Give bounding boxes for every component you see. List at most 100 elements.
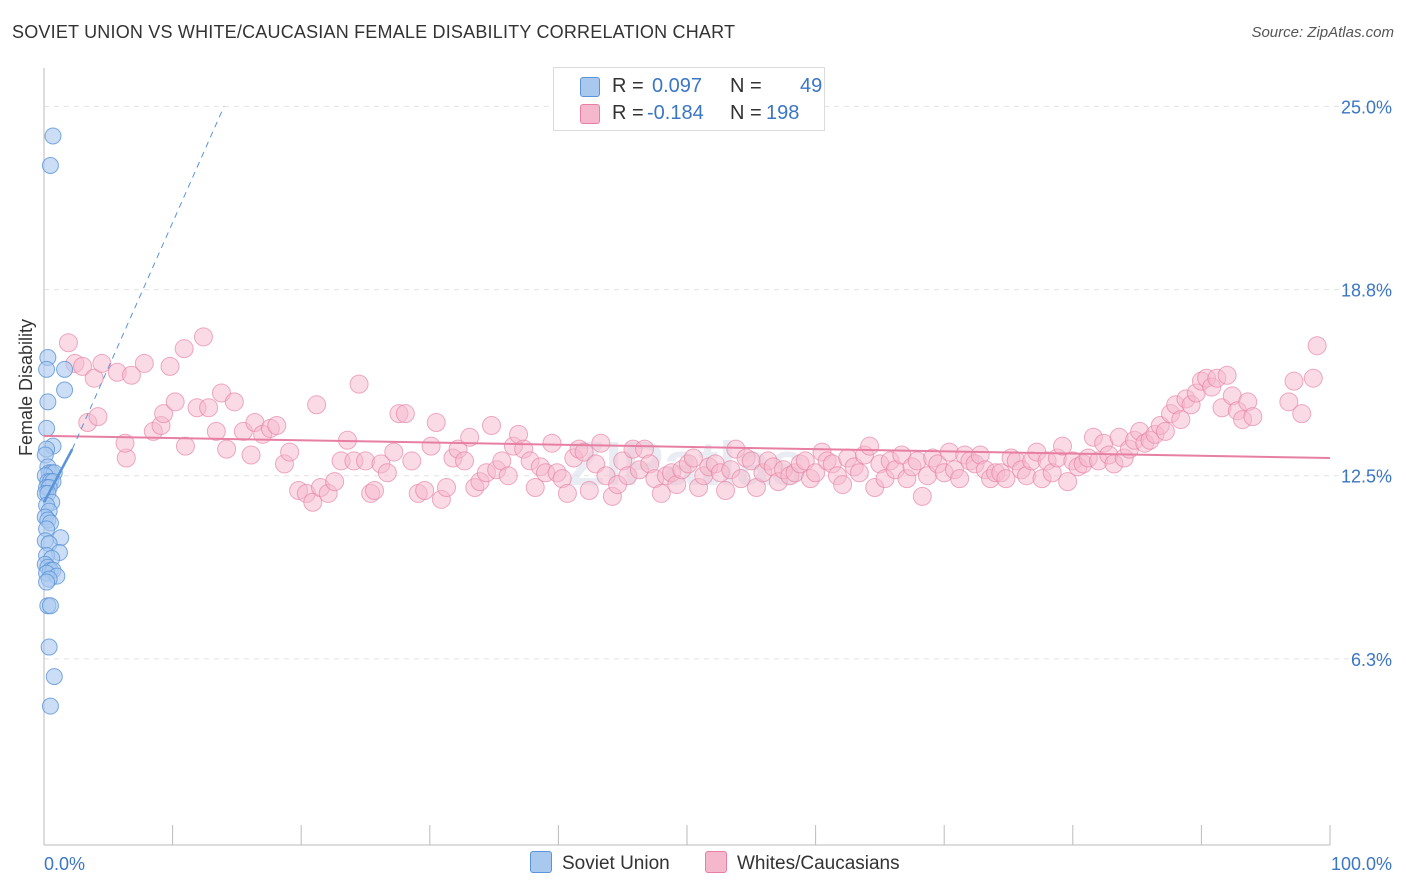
legend-n-label: N = <box>730 75 762 97</box>
data-point-whites-caucasians <box>1303 368 1323 388</box>
data-point-whites-caucasians <box>165 392 185 412</box>
data-point-whites-caucasians <box>1171 410 1191 430</box>
data-point-whites-caucasians <box>1058 472 1078 492</box>
data-point-whites-caucasians <box>591 433 611 453</box>
data-point-whites-caucasians <box>175 436 195 456</box>
data-point-whites-caucasians <box>58 333 78 353</box>
data-point-whites-caucasians <box>542 433 562 453</box>
data-point-soviet-union <box>41 156 59 174</box>
data-point-whites-caucasians <box>307 395 327 415</box>
data-point-whites-caucasians <box>224 392 244 412</box>
bottom-legend-label-soviet-union: Soviet Union <box>562 853 670 874</box>
data-point-whites-caucasians <box>574 442 594 462</box>
data-point-whites-caucasians <box>325 472 345 492</box>
data-point-whites-caucasians <box>860 436 880 456</box>
data-point-whites-caucasians <box>115 433 135 453</box>
data-point-whites-caucasians <box>267 415 287 435</box>
data-point-whites-caucasians <box>525 478 545 498</box>
data-point-whites-caucasians <box>1284 371 1304 391</box>
stats-legend: R = 0.097 N = 49 R = -0.184 N = 198 <box>553 67 825 131</box>
bottom-legend-label-whites-caucasians: Whites/Caucasians <box>737 853 900 874</box>
data-point-whites-caucasians <box>349 374 369 394</box>
trend-lines <box>42 106 1331 503</box>
data-point-whites-caucasians <box>395 404 415 424</box>
data-point-whites-caucasians <box>402 451 422 471</box>
legend-swatch-soviet-union <box>580 77 600 97</box>
tick-labels: 6.3% 12.5% 18.8% 25.0% 0.0% 100.0% <box>44 97 1392 874</box>
trend-line-soviet-union <box>42 448 74 503</box>
data-point-soviet-union <box>38 573 56 591</box>
data-point-soviet-union <box>41 597 59 615</box>
data-point-whites-caucasians <box>193 327 213 347</box>
legend-r-value: -0.184 <box>647 102 704 124</box>
trend-line-whites-caucasians <box>43 434 1331 459</box>
chart-title: SOVIET UNION VS WHITE/CAUCASIAN FEMALE D… <box>12 22 736 42</box>
source-credit: Source: ZipAtlas.com <box>1251 24 1394 41</box>
data-point-whites-caucasians <box>482 415 502 435</box>
data-point-soviet-union <box>38 419 56 437</box>
legend-r-label: R = <box>612 102 644 124</box>
data-point-whites-caucasians <box>833 475 853 495</box>
data-point-whites-caucasians <box>356 451 375 471</box>
data-point-whites-caucasians <box>1155 421 1175 441</box>
data-point-whites-caucasians <box>1217 365 1237 385</box>
data-point-whites-caucasians <box>996 469 1016 489</box>
data-point-soviet-union <box>38 360 56 378</box>
data-point-whites-caucasians <box>199 398 219 418</box>
data-point-whites-caucasians <box>415 480 435 500</box>
legend-n-label: N = <box>730 102 762 124</box>
data-point-whites-caucasians <box>1053 436 1073 456</box>
data-point-whites-caucasians <box>950 469 970 489</box>
data-point-whites-caucasians <box>365 480 385 500</box>
legend-r-label: R = <box>612 75 644 97</box>
x-tick-label: 100.0% <box>1331 854 1392 874</box>
data-point-soviet-union <box>40 638 58 656</box>
data-point-whites-caucasians <box>1279 392 1299 412</box>
y-axis-label: Female Disability <box>16 318 36 456</box>
data-point-whites-caucasians <box>1292 404 1312 424</box>
data-point-whites-caucasians <box>217 439 237 459</box>
data-point-whites-caucasians <box>437 478 457 498</box>
x-tick-label: 0.0% <box>44 854 85 874</box>
trend-line-soviet-union-extension <box>71 106 225 450</box>
data-point-whites-caucasians <box>88 407 108 427</box>
data-point-whites-caucasians <box>460 427 480 447</box>
data-point-whites-caucasians <box>241 445 261 465</box>
data-point-whites-caucasians <box>134 353 154 373</box>
data-point-soviet-union <box>45 668 63 686</box>
legend-swatch-whites-caucasians <box>580 104 600 124</box>
data-point-soviet-union <box>56 381 74 399</box>
data-point-whites-caucasians <box>1243 407 1263 427</box>
legend-r-value: 0.097 <box>652 75 703 97</box>
data-point-whites-caucasians <box>280 442 300 462</box>
data-point-whites-caucasians <box>154 404 174 424</box>
bottom-legend-soviet-union: Soviet Union <box>530 851 670 875</box>
bottom-legend-swatch-whites-caucasians <box>705 851 727 873</box>
data-point-whites-caucasians <box>92 353 112 373</box>
data-point-whites-caucasians <box>806 463 826 483</box>
y-tick-label: 18.8% <box>1341 281 1392 301</box>
data-point-whites-caucasians <box>384 442 404 462</box>
series-soviet-union <box>36 127 74 715</box>
y-tick-label: 6.3% <box>1351 650 1392 670</box>
data-point-whites-caucasians <box>377 463 397 483</box>
data-point-whites-caucasians <box>73 356 93 376</box>
bottom-legend-whites-caucasians: Whites/Caucasians <box>705 851 900 875</box>
legend-n-value: 49 <box>800 75 823 97</box>
data-point-whites-caucasians <box>557 483 577 503</box>
y-tick-label: 25.0% <box>1341 97 1392 117</box>
data-point-soviet-union <box>41 697 59 715</box>
data-point-whites-caucasians <box>426 413 446 433</box>
data-point-whites-caucasians <box>121 365 141 385</box>
y-tick-label: 12.5% <box>1341 467 1392 487</box>
data-point-whites-caucasians <box>303 492 323 512</box>
data-point-whites-caucasians <box>716 480 736 500</box>
bottom-legend-swatch-soviet-union <box>530 851 552 873</box>
data-point-soviet-union <box>56 360 74 378</box>
grid-lines <box>44 105 1392 660</box>
data-point-whites-caucasians <box>498 466 518 486</box>
data-point-whites-caucasians <box>455 451 475 471</box>
data-point-whites-caucasians <box>1307 336 1327 356</box>
data-point-whites-caucasians <box>651 483 671 503</box>
